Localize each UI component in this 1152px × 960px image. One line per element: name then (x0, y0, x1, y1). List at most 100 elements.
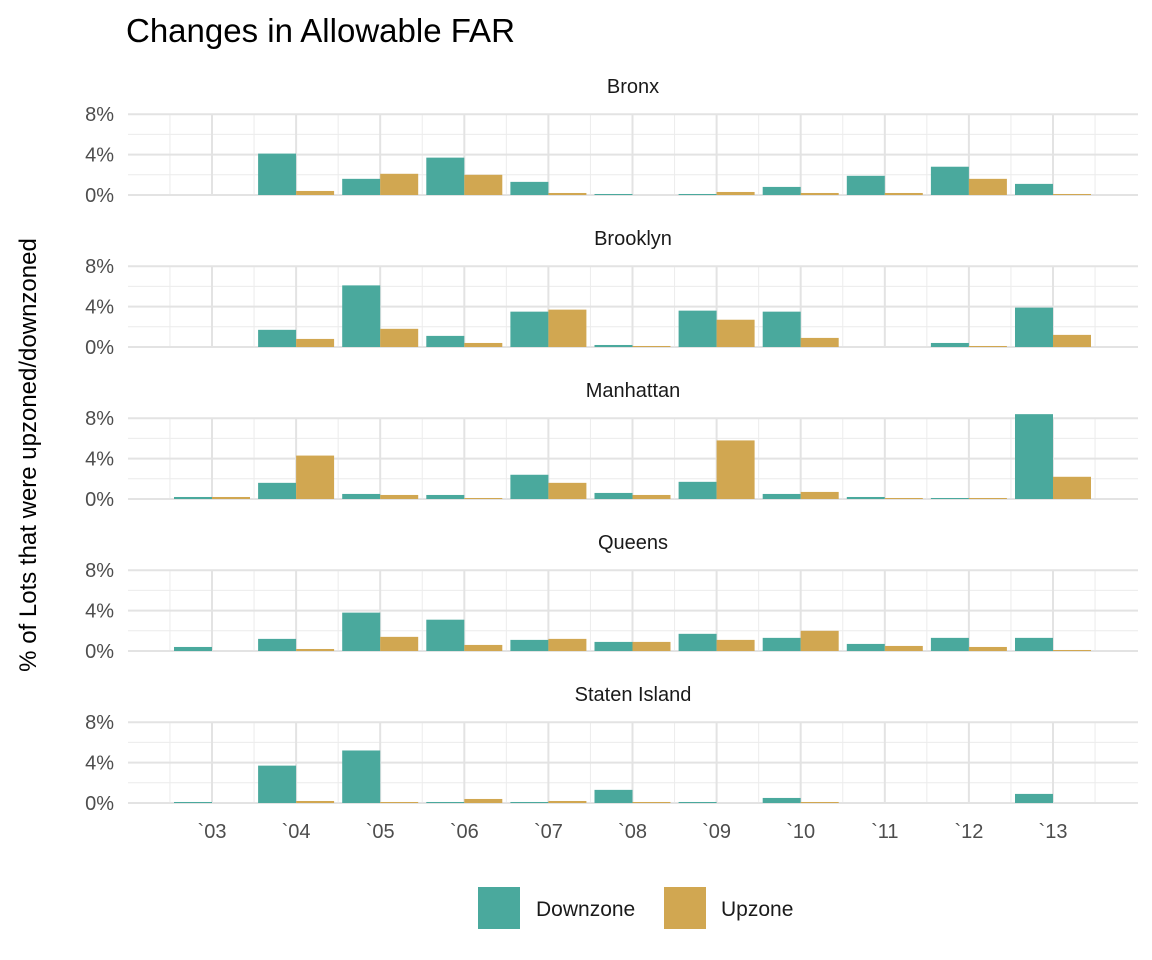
bar-queens-upzone-04 (296, 648, 335, 651)
x-tick-label: `12 (954, 821, 983, 843)
x-tick-label: `06 (450, 821, 479, 843)
bar-brooklyn-downzone-09 (678, 310, 717, 347)
bar-staten-island-downzone-06 (426, 801, 465, 803)
bar-manhattan-upzone-11 (884, 497, 923, 499)
bar-brooklyn-upzone-05 (380, 328, 419, 347)
bar-brooklyn-upzone-04 (296, 338, 335, 347)
bar-brooklyn-downzone-07 (510, 311, 549, 347)
bar-queens-downzone-08 (594, 641, 633, 651)
bar-staten-island-upzone-07 (548, 800, 587, 803)
bar-bronx-downzone-06 (426, 157, 465, 195)
bar-brooklyn-upzone-12 (968, 345, 1007, 347)
panel-title: Manhattan (586, 380, 681, 402)
bar-staten-island-downzone-04 (258, 765, 297, 803)
bar-manhattan-downzone-05 (342, 493, 381, 499)
x-tick-label: `09 (702, 821, 731, 843)
bar-bronx-downzone-07 (510, 181, 549, 195)
bar-manhattan-upzone-07 (548, 482, 587, 499)
bar-manhattan-downzone-13 (1015, 414, 1053, 499)
bar-brooklyn-downzone-05 (342, 285, 381, 347)
y-tick-label: 0% (85, 793, 114, 815)
bar-brooklyn-downzone-04 (258, 329, 297, 347)
panel-title: Queens (598, 532, 668, 554)
bar-manhattan-downzone-06 (426, 494, 465, 499)
bar-manhattan-upzone-12 (968, 497, 1007, 499)
bar-brooklyn-downzone-12 (930, 342, 969, 347)
y-tick-label: 4% (85, 297, 114, 319)
bar-queens-downzone-04 (258, 638, 297, 651)
chart-title: Changes in Allowable FAR (126, 12, 515, 49)
bar-bronx-downzone-13 (1015, 183, 1053, 195)
y-tick-label: 0% (85, 185, 114, 207)
x-tick-label: `07 (534, 821, 563, 843)
y-tick-label: 8% (85, 560, 114, 582)
legend-swatch-upzone (664, 887, 706, 929)
bar-queens-upzone-13 (1053, 649, 1091, 651)
bar-bronx-upzone-09 (716, 191, 755, 195)
bar-staten-island-downzone-05 (342, 750, 381, 803)
bar-staten-island-upzone-04 (296, 800, 335, 803)
y-tick-label: 0% (85, 489, 114, 511)
bar-brooklyn-downzone-08 (594, 344, 633, 347)
y-tick-label: 4% (85, 145, 114, 167)
x-tick-label: `13 (1039, 821, 1068, 843)
bar-bronx-downzone-05 (342, 178, 381, 195)
panel-manhattan: Manhattan 0% 4% 8% (85, 380, 1138, 511)
bar-staten-island-downzone-13 (1015, 793, 1053, 803)
bar-manhattan-downzone-09 (678, 481, 717, 499)
bar-manhattan-downzone-08 (594, 492, 633, 499)
bar-staten-island-downzone-03 (174, 801, 212, 803)
bar-staten-island-upzone-06 (464, 798, 503, 803)
bar-queens-downzone-11 (846, 643, 885, 651)
bar-queens-downzone-06 (426, 619, 465, 651)
bar-brooklyn-upzone-13 (1053, 334, 1091, 347)
bar-staten-island-downzone-07 (510, 801, 549, 803)
bar-queens-downzone-10 (762, 637, 801, 651)
bar-manhattan-downzone-10 (762, 493, 801, 499)
legend: Downzone Upzone (478, 887, 793, 929)
x-axis-ticks: `03 `04 `05 `06 `07 `08 `09 `10 `11 `12 `13 (198, 821, 1068, 843)
bar-queens-downzone-03 (174, 646, 212, 651)
bar-bronx-upzone-10 (800, 192, 839, 195)
y-tick-label: 8% (85, 712, 114, 734)
bar-manhattan-upzone-08 (632, 494, 671, 499)
x-tick-label: `03 (198, 821, 227, 843)
y-tick-label: 4% (85, 601, 114, 623)
bar-manhattan-upzone-05 (380, 494, 419, 499)
bar-bronx-upzone-05 (380, 173, 419, 195)
bar-brooklyn-upzone-10 (800, 337, 839, 347)
bar-manhattan-upzone-10 (800, 491, 839, 499)
bar-queens-upzone-08 (632, 641, 671, 651)
panel-title: Brooklyn (594, 228, 672, 250)
y-tick-label: 0% (85, 337, 114, 359)
panel-queens: Queens 0% 4% 8% (85, 532, 1138, 663)
bar-manhattan-downzone-04 (258, 482, 297, 499)
bar-bronx-upzone-11 (884, 192, 923, 195)
bar-staten-island-downzone-09 (678, 801, 717, 803)
x-tick-label: `10 (786, 821, 815, 843)
bar-bronx-downzone-09 (678, 193, 717, 195)
bar-brooklyn-downzone-13 (1015, 307, 1053, 347)
y-tick-label: 4% (85, 753, 114, 775)
bar-bronx-upzone-13 (1053, 193, 1091, 195)
bar-queens-downzone-13 (1015, 637, 1053, 651)
legend-label-upzone: Upzone (721, 898, 793, 921)
bar-staten-island-upzone-10 (800, 801, 839, 803)
bar-queens-downzone-05 (342, 612, 381, 651)
bar-manhattan-upzone-04 (296, 455, 335, 499)
bar-bronx-upzone-07 (548, 192, 587, 195)
bar-queens-downzone-09 (678, 633, 717, 651)
bar-queens-upzone-09 (716, 639, 755, 651)
bar-bronx-upzone-12 (968, 178, 1007, 195)
bar-staten-island-upzone-08 (632, 801, 671, 803)
bar-bronx-downzone-12 (930, 166, 969, 195)
panel-title: Staten Island (575, 684, 692, 706)
bar-queens-upzone-05 (380, 636, 419, 651)
bar-bronx-downzone-04 (258, 153, 297, 195)
bar-queens-upzone-12 (968, 646, 1007, 651)
bar-staten-island-downzone-08 (594, 789, 633, 803)
y-tick-label: 8% (85, 408, 114, 430)
bar-queens-upzone-11 (884, 645, 923, 651)
bar-brooklyn-upzone-08 (632, 345, 671, 347)
